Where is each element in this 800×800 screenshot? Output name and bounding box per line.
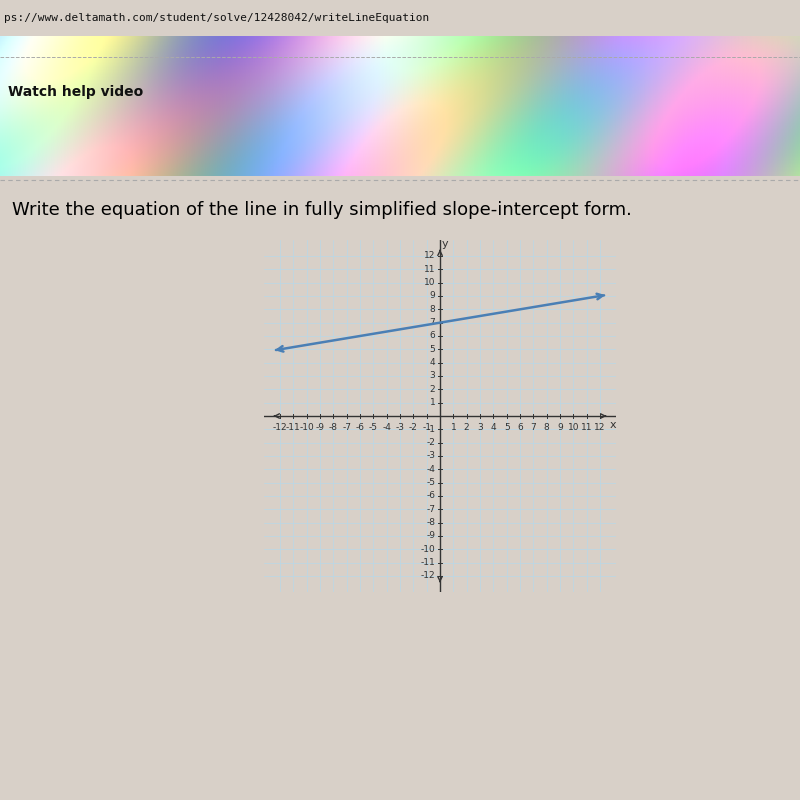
Text: 8: 8 (430, 305, 435, 314)
Text: Write the equation of the line in fully simplified slope-intercept form.: Write the equation of the line in fully … (12, 201, 632, 219)
Text: -10: -10 (299, 423, 314, 432)
Text: 1: 1 (450, 423, 456, 432)
Text: 2: 2 (430, 385, 435, 394)
Text: 10: 10 (424, 278, 435, 287)
Text: -4: -4 (426, 465, 435, 474)
Text: -11: -11 (286, 423, 301, 432)
Text: -1: -1 (422, 423, 431, 432)
Text: -9: -9 (426, 531, 435, 541)
Text: 1: 1 (430, 398, 435, 407)
Text: -5: -5 (426, 478, 435, 487)
Text: -6: -6 (355, 423, 365, 432)
Text: -8: -8 (426, 518, 435, 527)
Text: 5: 5 (504, 423, 510, 432)
Text: 9: 9 (430, 291, 435, 301)
Text: 3: 3 (477, 423, 483, 432)
Text: 11: 11 (424, 265, 435, 274)
Text: 4: 4 (490, 423, 496, 432)
Text: 7: 7 (430, 318, 435, 327)
Text: x: x (610, 420, 617, 430)
Text: -12: -12 (273, 423, 287, 432)
Text: 2: 2 (464, 423, 470, 432)
Text: 6: 6 (517, 423, 523, 432)
Text: 6: 6 (430, 331, 435, 341)
Text: 12: 12 (594, 423, 606, 432)
Text: y: y (442, 239, 449, 249)
Text: 8: 8 (544, 423, 550, 432)
Text: -12: -12 (421, 571, 435, 581)
Text: 3: 3 (430, 371, 435, 381)
Text: -11: -11 (421, 558, 435, 567)
Text: -7: -7 (426, 505, 435, 514)
Text: -9: -9 (315, 423, 325, 432)
Text: -3: -3 (395, 423, 405, 432)
Text: -4: -4 (382, 423, 391, 432)
Text: ps://www.deltamath.com/student/solve/12428042/writeLineEquation: ps://www.deltamath.com/student/solve/124… (4, 13, 430, 23)
Text: -6: -6 (426, 491, 435, 501)
Text: 5: 5 (430, 345, 435, 354)
Text: 9: 9 (557, 423, 563, 432)
Text: -10: -10 (421, 545, 435, 554)
Text: -7: -7 (342, 423, 351, 432)
Text: 10: 10 (567, 423, 579, 432)
Text: 7: 7 (530, 423, 536, 432)
Text: -2: -2 (426, 438, 435, 447)
Text: -2: -2 (409, 423, 418, 432)
Text: -8: -8 (329, 423, 338, 432)
Text: -5: -5 (369, 423, 378, 432)
Text: -3: -3 (426, 451, 435, 461)
Text: -1: -1 (426, 425, 435, 434)
Text: 11: 11 (581, 423, 593, 432)
Text: Watch help video: Watch help video (8, 85, 143, 99)
Text: 4: 4 (430, 358, 435, 367)
Text: 12: 12 (424, 251, 435, 261)
